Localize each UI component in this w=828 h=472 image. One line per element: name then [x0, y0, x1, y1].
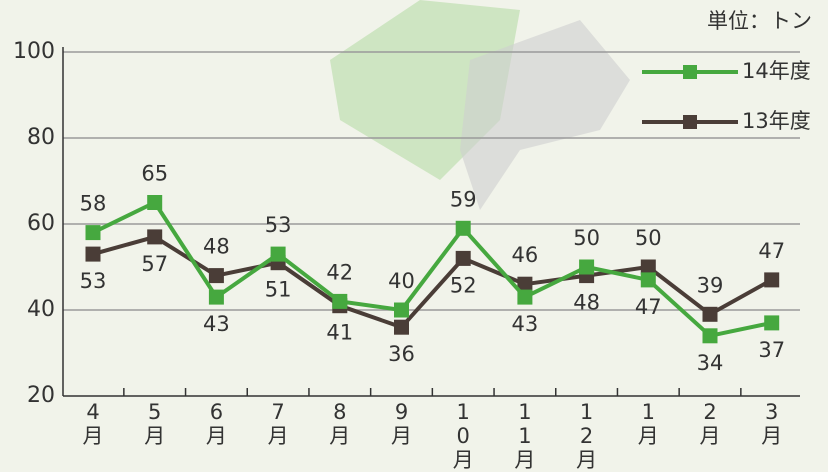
- data-marker: [85, 246, 101, 262]
- x-tick-label: 8月: [329, 400, 351, 448]
- data-label: 47: [635, 295, 662, 319]
- data-label: 46: [512, 243, 539, 267]
- data-label: 39: [697, 273, 724, 297]
- data-marker: [640, 272, 656, 288]
- data-marker: [332, 293, 348, 309]
- data-marker: [208, 268, 224, 284]
- data-label: 34: [697, 351, 724, 375]
- y-tick-label: 80: [27, 125, 55, 150]
- chart: 単位：トン 20 40 60 80 100 58 65 43 53 42 40 59 43 50 47 34 3…: [13, 0, 812, 408]
- data-label: 42: [326, 260, 353, 284]
- y-tick-label: 20: [27, 383, 55, 408]
- data-marker: [208, 289, 224, 305]
- series-line: [92, 200, 773, 338]
- background-illustration: [460, 20, 630, 210]
- data-label: 51: [265, 278, 292, 302]
- data-marker: [517, 289, 533, 305]
- x-tick-label: 10月: [452, 400, 474, 472]
- x-tick-label: 12月: [576, 400, 598, 472]
- data-label: 59: [450, 187, 477, 211]
- x-tick-label: 9月: [391, 400, 412, 448]
- x-tick-label: 3月: [761, 400, 783, 448]
- series-line: [92, 234, 773, 330]
- unit-label: 単位：トン: [707, 9, 812, 33]
- y-tick-label: 40: [27, 297, 55, 322]
- data-marker: [455, 220, 471, 236]
- data-label: 53: [80, 269, 107, 293]
- data-label: 47: [758, 239, 785, 263]
- data-label: 48: [203, 235, 230, 259]
- data-marker: [394, 302, 409, 318]
- data-label: 53: [265, 213, 292, 237]
- legend-label: 14年度: [742, 59, 811, 83]
- data-marker: [702, 306, 718, 322]
- data-label: 58: [80, 192, 107, 216]
- legend-marker: [683, 115, 697, 129]
- data-label: 41: [326, 321, 353, 345]
- data-marker: [640, 259, 656, 275]
- y-tick-label: 60: [27, 211, 55, 236]
- x-tick-label: 1月: [637, 400, 659, 448]
- data-marker: [147, 229, 163, 245]
- legend-marker: [683, 65, 697, 79]
- data-label: 52: [450, 273, 477, 297]
- data-marker: [147, 195, 163, 210]
- data-label: 57: [141, 252, 168, 276]
- data-marker: [764, 315, 780, 331]
- data-label: 50: [573, 226, 600, 250]
- data-label: 43: [203, 312, 230, 336]
- data-marker: [455, 250, 471, 266]
- data-label: 36: [388, 342, 415, 366]
- x-tick-label: 4月: [82, 400, 104, 448]
- x-tick-label: 5月: [144, 400, 166, 448]
- data-marker: [394, 319, 409, 335]
- data-label: 43: [512, 312, 539, 336]
- data-label: 40: [388, 269, 415, 293]
- data-marker: [702, 328, 718, 344]
- x-tick-label: 6月: [205, 400, 227, 448]
- data-label: 50: [635, 226, 662, 250]
- y-tick-label: 100: [13, 39, 55, 64]
- data-marker: [579, 259, 595, 275]
- data-marker: [270, 246, 286, 262]
- x-tick-label: 11月: [514, 400, 536, 472]
- legend-label: 13年度: [742, 109, 811, 133]
- data-marker: [764, 272, 780, 288]
- x-tick-label: 7月: [267, 400, 289, 448]
- data-label: 48: [573, 291, 600, 315]
- chart-container: 単位：トン 20 40 60 80 100 58 65 43 53 42 40 59 43 50 47 34 3…: [13, 0, 812, 472]
- x-tick-label: 2月: [699, 400, 721, 448]
- data-label: 37: [758, 338, 785, 362]
- data-label: 65: [141, 162, 168, 186]
- data-marker: [85, 225, 101, 241]
